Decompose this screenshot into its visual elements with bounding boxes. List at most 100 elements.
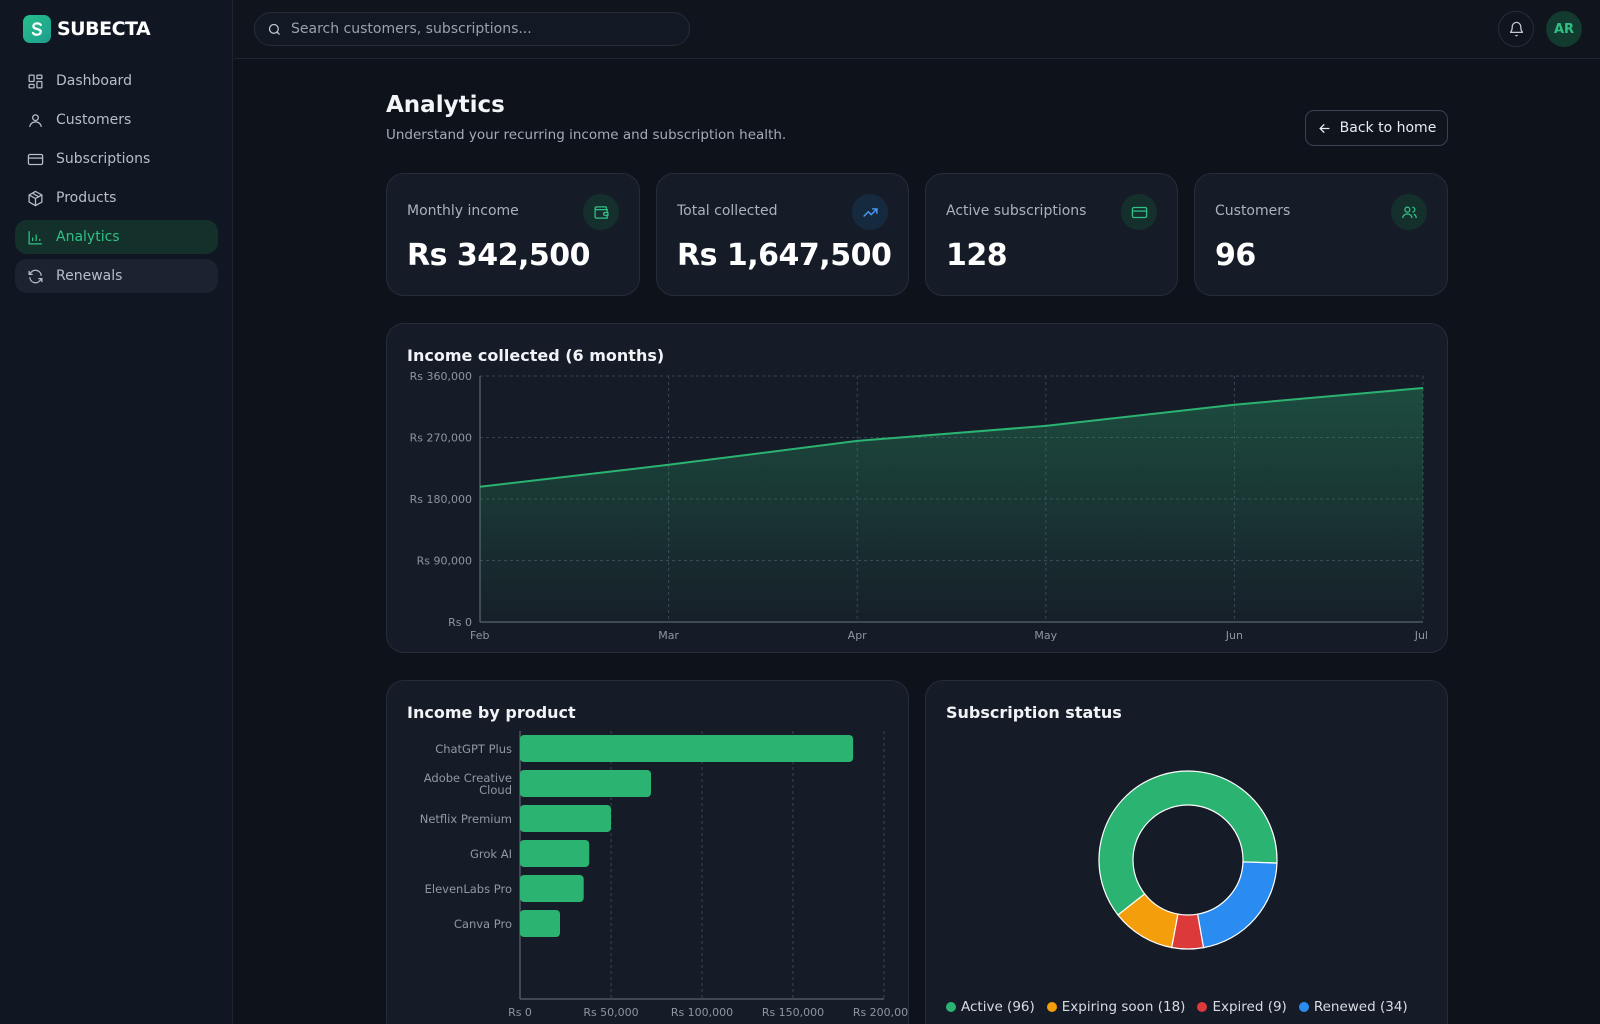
stat-value: Rs 342,500 — [407, 238, 591, 273]
x-tick-label: Mar — [658, 629, 679, 642]
topbar: AR — [234, 0, 1600, 59]
sidebar-item-subscriptions[interactable]: Subscriptions — [15, 142, 218, 176]
sidebar-item-renewals[interactable]: Renewals — [15, 259, 218, 293]
notifications-button[interactable] — [1498, 11, 1534, 47]
legend-label: Expired (9) — [1212, 999, 1287, 1015]
sidebar-item-dashboard[interactable]: Dashboard — [15, 64, 218, 98]
arrow-left-icon — [1318, 123, 1330, 133]
x-tick-label: Apr — [848, 629, 868, 642]
legend-swatch — [1298, 1002, 1309, 1012]
refresh-icon — [28, 269, 43, 283]
y-tick-label: Rs 180,000 — [410, 493, 472, 506]
x-tick-label: Feb — [470, 629, 489, 642]
stat-label: Total collected — [677, 203, 778, 219]
stat-label: Monthly income — [407, 203, 519, 219]
trending-up-icon — [852, 194, 888, 230]
legend-swatch — [1046, 1002, 1057, 1012]
stat-card-customers: Customers 96 — [1194, 173, 1448, 296]
sidebar: SUBECTA Dashboard Customers Subscription… — [0, 0, 233, 1024]
x-tick-label: Rs 150,000 — [762, 1006, 824, 1019]
sidebar-item-products[interactable]: Products — [15, 181, 218, 215]
bar — [520, 735, 854, 762]
category-label: Canva Pro — [454, 917, 512, 931]
users-icon — [1391, 194, 1427, 230]
chart-title: Income by product — [407, 703, 576, 722]
bar — [520, 910, 560, 937]
category-label: ChatGPT Plus — [435, 742, 512, 756]
income-by-product-chart: Rs 0 Rs 50,000 Rs 100,000 Rs 150,000 Rs 200,… — [420, 731, 908, 1019]
x-tick-label: Rs 100,000 — [671, 1006, 733, 1019]
category-label: Grok AI — [470, 847, 512, 861]
wallet-icon — [583, 194, 619, 230]
sidebar-item-label: Analytics — [56, 229, 120, 245]
income-series-line — [479, 387, 1424, 488]
category-label: Cloud — [479, 783, 512, 797]
y-tick-label: Rs 0 — [448, 616, 472, 629]
x-tick-label: Jun — [1225, 629, 1243, 642]
legend-item-active[interactable]: Active (96) — [946, 999, 1035, 1015]
slice-renewed — [1196, 861, 1278, 949]
back-to-home-label: Back to home — [1339, 120, 1437, 136]
page-subtitle: Understand your recurring income and sub… — [386, 127, 787, 143]
sidebar-item-label: Products — [56, 190, 117, 206]
income-by-product-card: Income by product Rs 0 Rs 50,000 Rs 100,00… — [386, 680, 909, 1024]
bar — [520, 875, 584, 902]
back-to-home-button[interactable]: Back to home — [1305, 110, 1448, 146]
logo-mark-icon — [23, 15, 51, 43]
brand-logo[interactable]: SUBECTA — [23, 15, 151, 43]
legend-swatch — [1197, 1002, 1208, 1012]
bar — [520, 805, 611, 832]
legend-swatch — [946, 1002, 956, 1012]
sidebar-item-label: Customers — [56, 112, 132, 128]
chart-title: Subscription status — [946, 703, 1122, 722]
subscription-status-chart — [1098, 770, 1278, 950]
credit-card-icon — [27, 153, 44, 165]
sidebar-nav: Dashboard Customers Subscriptions Produc… — [15, 64, 218, 298]
credit-card-icon — [1121, 194, 1157, 230]
search-input[interactable] — [291, 21, 671, 37]
stat-card-total-collected: Total collected Rs 1,647,500 — [656, 173, 909, 296]
legend-item-renewed[interactable]: Renewed (34) — [1298, 999, 1408, 1015]
category-label: ElevenLabs Pro — [425, 882, 512, 896]
category-label: Adobe Creative — [424, 771, 512, 785]
y-tick-label: Rs 90,000 — [417, 555, 472, 568]
bar — [520, 840, 590, 867]
sidebar-item-label: Dashboard — [56, 73, 132, 89]
x-tick-label: Jul — [1414, 629, 1428, 642]
stat-value: Rs 1,647,500 — [677, 238, 892, 273]
bell-icon — [1509, 21, 1523, 36]
chart-legend: Active (96) Expiring soon (18) Expired (… — [946, 999, 1408, 1015]
stat-label: Active subscriptions — [946, 203, 1087, 219]
legend-label: Expiring soon (18) — [1061, 999, 1186, 1015]
user-icon — [29, 113, 42, 127]
bar — [520, 770, 651, 797]
x-tick-label: Rs 0 — [508, 1006, 532, 1019]
income-area-chart: Rs 0 Rs 90,000 Rs 180,000 Rs 270,000 Rs 360,… — [410, 370, 1428, 642]
stat-label: Customers — [1215, 203, 1291, 219]
legend-item-expiring-soon[interactable]: Expiring soon (18) — [1046, 999, 1186, 1015]
sidebar-item-label: Renewals — [56, 268, 123, 284]
search-icon — [268, 23, 280, 35]
stat-card-active-subscriptions: Active subscriptions 128 — [925, 173, 1178, 296]
stat-card-monthly-income: Monthly income Rs 342,500 — [386, 173, 640, 296]
brand-name: SUBECTA — [57, 18, 151, 40]
slice-expiring-soon — [1117, 893, 1179, 949]
chart-title: Income collected (6 months) — [407, 346, 665, 365]
stat-value: 128 — [946, 238, 1008, 273]
stat-value: 96 — [1215, 238, 1256, 273]
page-title: Analytics — [386, 92, 505, 118]
y-tick-label: Rs 360,000 — [410, 370, 472, 383]
sidebar-item-customers[interactable]: Customers — [15, 103, 218, 137]
subscription-status-card: Subscription status Active (96) Expiring… — [925, 680, 1448, 1024]
x-tick-label: Rs 50,000 — [583, 1006, 638, 1019]
sidebar-item-analytics[interactable]: Analytics — [15, 220, 218, 254]
legend-item-expired[interactable]: Expired (9) — [1197, 999, 1287, 1015]
legend-label: Active (96) — [961, 999, 1035, 1015]
income-area-fill — [480, 388, 1423, 622]
dashboard-icon — [28, 73, 43, 89]
user-avatar[interactable]: AR — [1546, 11, 1582, 47]
y-tick-label: Rs 270,000 — [410, 432, 472, 445]
bar-chart-icon — [28, 230, 42, 245]
package-icon — [28, 190, 43, 206]
search-bar[interactable] — [254, 12, 690, 46]
